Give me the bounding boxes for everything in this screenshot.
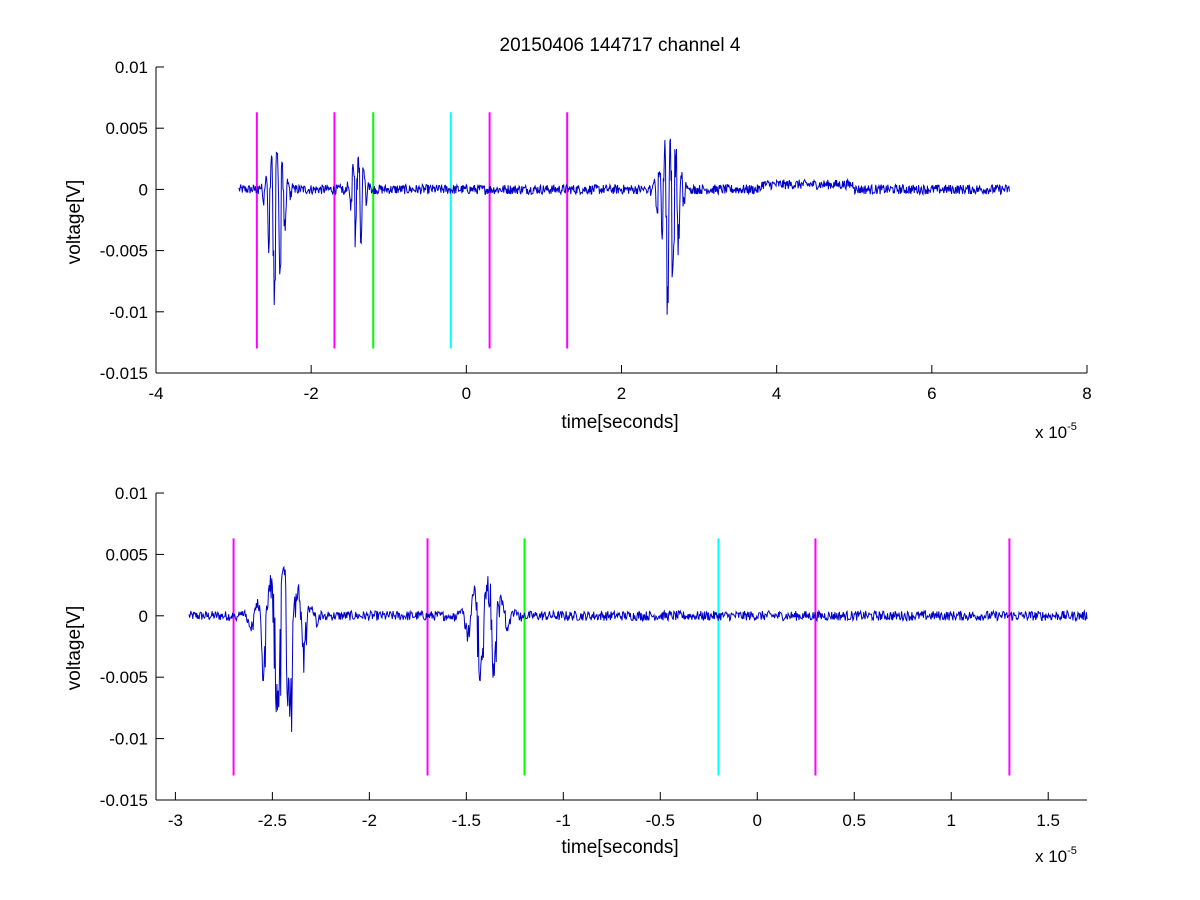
bottom-x-tick-label: 1.5 [1036,811,1060,830]
bottom-y-tick-label: 0.01 [115,484,148,503]
bottom-x-tick-label: 0.5 [842,811,866,830]
top-signal-trace [238,138,1010,315]
bottom-y-tick-label: 0.005 [105,545,148,564]
bottom-x-tick-label: -3 [168,811,183,830]
top-x-tick-label: 2 [617,384,626,403]
bottom-axes: -3 -2.5 -2 -1.5 -1 -0.5 0 0.5 1 1.5 -0.015 -0.01 -0.… [100,484,1087,830]
top-x-tick-label: -4 [148,384,163,403]
top-marker-lines [255,112,569,349]
top-x-tick-label: 4 [772,384,781,403]
bottom-y-tick-label: -0.005 [100,668,148,687]
chart-title: 20150406 144717 channel 4 [500,35,741,56]
bottom-y-tick-label: 0 [139,607,148,626]
top-x-tick-label: 0 [462,384,471,403]
top-x-axis-label: time[seconds] [561,412,678,433]
bottom-signal-trace [188,565,1088,732]
bottom-x-exponent-base: x 10 [1035,847,1067,866]
bottom-x-tick-label: -1.5 [452,811,481,830]
bottom-y-tick-label: -0.01 [109,730,148,749]
top-y-tick-label: -0.015 [100,364,148,383]
top-x-exponent-power: -5 [1067,421,1077,433]
top-x-tick-label: 8 [1082,384,1091,403]
top-x-tick-label: 6 [927,384,936,403]
top-y-tick-label: -0.005 [100,242,148,261]
top-y-tick-label: 0.01 [115,58,148,77]
top-subplot: 20150406 144717 channel 4 -4 -2 0 2 4 6 8 -0.01… [64,35,1092,442]
top-y-tick-label: 0 [139,180,148,199]
top-axes: -4 -2 0 2 4 6 8 -0.015 -0.01 -0.005 0 0.005 0.01 [100,58,1092,403]
bottom-x-axis-label: time[seconds] [561,837,678,858]
bottom-marker-lines [232,538,1011,776]
bottom-x-exponent-power: -5 [1067,845,1077,857]
top-x-exponent-base: x 10 [1035,423,1067,442]
bottom-x-exponent: x 10-5 [1035,845,1077,866]
top-y-axis-label: voltage[V] [64,180,85,265]
bottom-x-tick-label: 0 [753,811,762,830]
top-y-tick-label: -0.01 [109,303,148,322]
top-x-tick-label: -2 [304,384,319,403]
bottom-x-tick-label: -2 [362,811,377,830]
bottom-signal-line [188,565,1088,732]
bottom-x-tick-label: -0.5 [646,811,675,830]
bottom-y-tick-label: -0.015 [100,791,148,810]
top-signal-line [238,138,1010,315]
bottom-x-tick-label: -1 [556,811,571,830]
bottom-subplot: -3 -2.5 -2 -1.5 -1 -0.5 0 0.5 1 1.5 -0.015 -0.01 -0.… [64,484,1088,866]
bottom-x-tick-label: -2.5 [258,811,287,830]
top-x-exponent: x 10-5 [1035,421,1077,442]
bottom-y-axis-label: voltage[V] [64,606,85,691]
top-y-tick-label: 0.005 [105,119,148,138]
bottom-x-tick-label: 1 [946,811,955,830]
